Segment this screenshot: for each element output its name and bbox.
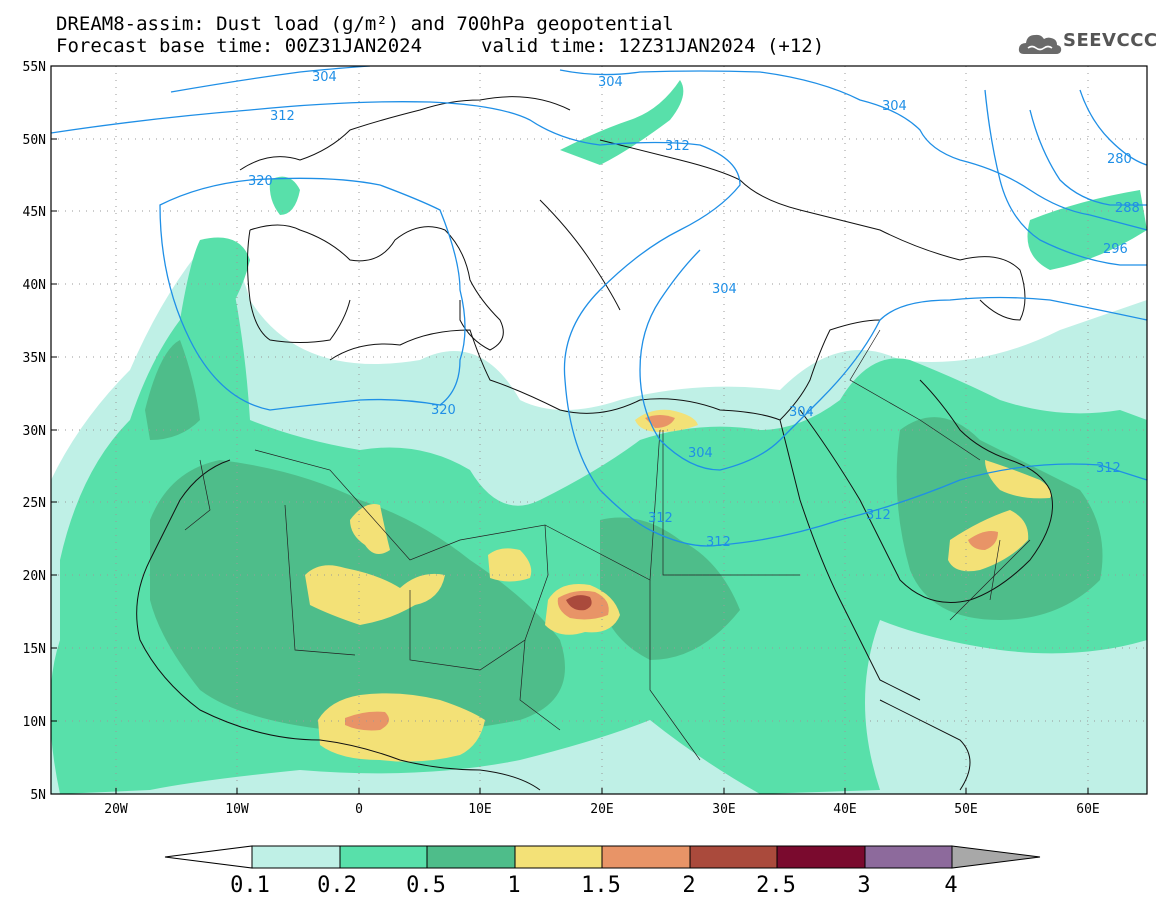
lat-label: 55N bbox=[23, 60, 46, 75]
colorbar-bin bbox=[514, 845, 603, 869]
forecast-times: Forecast base time: 00Z31JAN2024 valid ti… bbox=[56, 35, 824, 57]
isoline-label: 280 bbox=[1107, 152, 1132, 167]
isoline-label: 312 bbox=[270, 109, 295, 124]
colorbar-bin bbox=[601, 845, 691, 869]
lon-label: 20E bbox=[590, 802, 613, 817]
colorbar-label: 2 bbox=[682, 873, 695, 898]
colorbar-bin bbox=[689, 845, 778, 869]
valid-time: valid time: 12Z31JAN2024 (+12) bbox=[481, 35, 825, 57]
country-borders bbox=[184, 329, 1031, 761]
coastlines bbox=[136, 96, 1053, 791]
lat-label: 45N bbox=[23, 205, 46, 220]
colorbar-label: 1.5 bbox=[581, 873, 621, 898]
lon-label: 10E bbox=[468, 802, 491, 817]
dust-field-2-chad bbox=[566, 595, 592, 611]
isoline-label: 312 bbox=[665, 139, 690, 154]
lon-label: 10W bbox=[225, 802, 249, 817]
colorbar-bin bbox=[776, 845, 866, 869]
lon-label: 50E bbox=[954, 802, 977, 817]
isoline-label: 304 bbox=[598, 75, 623, 90]
colorbar-label: 1 bbox=[507, 873, 520, 898]
isoline-label: 320 bbox=[248, 174, 273, 189]
isoline-label: 304 bbox=[712, 282, 737, 297]
lat-label: 35N bbox=[23, 351, 46, 366]
colorbar bbox=[164, 845, 1041, 869]
lon-label: 20W bbox=[104, 802, 128, 817]
isoline-label: 288 bbox=[1115, 201, 1140, 216]
lat-label: 40N bbox=[23, 278, 46, 293]
colorbar-low-arrow bbox=[164, 845, 253, 869]
lat-label: 50N bbox=[23, 133, 46, 148]
isoline-label: 312 bbox=[706, 535, 731, 550]
colorbar-bin bbox=[339, 845, 428, 869]
dust-field-1-algeria bbox=[350, 504, 390, 554]
dust-field-1-nigeria bbox=[318, 693, 485, 762]
lat-label: 20N bbox=[23, 569, 46, 584]
colorbar-label: 4 bbox=[944, 873, 957, 898]
colorbar-labels: 0.1 0.2 0.5 1 1.5 2 2.5 3 4 bbox=[230, 873, 958, 898]
forecast-base-time: Forecast base time: 00Z31JAN2024 bbox=[56, 35, 423, 57]
dust-field-1-libya bbox=[488, 548, 532, 582]
colorbar-label: 0.5 bbox=[406, 873, 446, 898]
lat-labels: 5N 10N 15N 20N 25N 30N 35N 40N 45N 50N 5… bbox=[23, 60, 46, 803]
lat-label: 5N bbox=[30, 788, 46, 803]
dust-field-1-5-oman bbox=[968, 531, 998, 550]
isoline-label: 296 bbox=[1103, 242, 1128, 257]
lon-label: 0 bbox=[355, 802, 363, 817]
map-title: DREAM8-assim: Dust load (g/m²) and 700hP… bbox=[56, 13, 674, 35]
isoline-label: 312 bbox=[648, 511, 673, 526]
dust-field-france bbox=[269, 176, 300, 215]
dust-field-1-uae bbox=[985, 460, 1052, 499]
colorbar-high-arrow bbox=[951, 845, 1041, 869]
lon-labels: 20W 10W 0 10E 20E 30E 40E 50E 60E bbox=[104, 802, 1099, 817]
graticule bbox=[51, 66, 1147, 794]
colorbar-bin bbox=[864, 845, 953, 869]
isoline-label: 312 bbox=[1096, 461, 1121, 476]
geopotential-contours bbox=[51, 66, 1147, 547]
isoline-label: 304 bbox=[882, 99, 907, 114]
dust-field-0-5-sudan bbox=[600, 517, 740, 660]
dust-field-0-5-north bbox=[145, 340, 200, 440]
colorbar-bin bbox=[251, 845, 341, 869]
lon-label: 40E bbox=[833, 802, 856, 817]
dust-field-1-sahara bbox=[305, 565, 445, 625]
isoline-labels: 304 312 320 304 312 304 280 288 296 304 … bbox=[248, 70, 1140, 550]
isoline-label: 304 bbox=[789, 405, 814, 420]
isoline-label: 304 bbox=[688, 446, 713, 461]
isoline-label: 304 bbox=[312, 70, 337, 85]
colorbar-label: 0.1 bbox=[230, 873, 270, 898]
isoline-label: 320 bbox=[431, 403, 456, 418]
dust-field-caspian bbox=[1027, 190, 1147, 270]
dust-fields bbox=[51, 80, 1147, 794]
isoline-label: 312 bbox=[866, 508, 891, 523]
lat-label: 30N bbox=[23, 424, 46, 439]
colorbar-label: 3 bbox=[857, 873, 870, 898]
lon-label: 30E bbox=[712, 802, 735, 817]
lat-label: 15N bbox=[23, 642, 46, 657]
colorbar-label: 0.2 bbox=[317, 873, 357, 898]
lat-label: 25N bbox=[23, 496, 46, 511]
lat-label: 10N bbox=[23, 715, 46, 730]
lon-ticks bbox=[115, 788, 1089, 794]
cloud-logo-icon bbox=[1018, 34, 1062, 54]
lon-label: 60E bbox=[1076, 802, 1099, 817]
colorbar-bin bbox=[426, 845, 516, 869]
dust-field-1-5-egypt bbox=[645, 415, 675, 428]
logo-text: SEEVCCC bbox=[1063, 30, 1158, 51]
dust-field-iberia bbox=[180, 237, 250, 330]
colorbar-label: 2.5 bbox=[756, 873, 796, 898]
lat-ticks bbox=[51, 65, 57, 795]
